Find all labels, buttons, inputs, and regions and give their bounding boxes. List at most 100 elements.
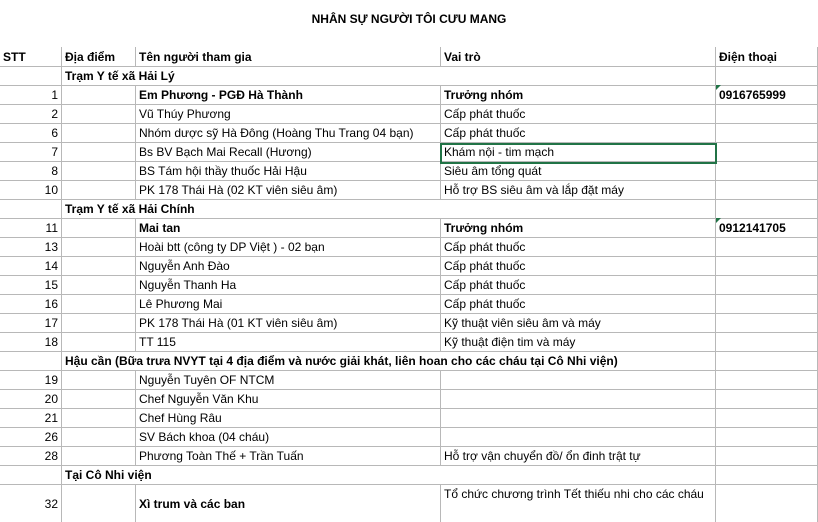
row-number-cell[interactable]: 13 xyxy=(0,238,62,257)
role-cell[interactable]: Cấp phát thuốc xyxy=(441,238,716,257)
row-number-cell[interactable]: 2 xyxy=(0,105,62,124)
comment-indicator xyxy=(716,218,721,223)
cell[interactable] xyxy=(62,447,136,466)
cell[interactable] xyxy=(716,447,818,466)
row-number-cell[interactable]: 15 xyxy=(0,276,62,295)
name-cell[interactable]: Hoài btt (công ty DP Việt ) - 02 bạn xyxy=(136,238,441,257)
name-cell[interactable]: Vũ Thúy Phương xyxy=(136,105,441,124)
cell[interactable] xyxy=(62,314,136,333)
cell[interactable] xyxy=(62,257,136,276)
cell[interactable] xyxy=(716,105,818,124)
cell[interactable] xyxy=(62,409,136,428)
role-cell[interactable]: Cấp phát thuốc xyxy=(441,105,716,124)
row-number-cell[interactable]: 11 xyxy=(0,219,62,238)
cell[interactable] xyxy=(441,409,716,428)
name-cell[interactable]: Nhóm dược sỹ Hà Đông (Hoàng Thu Trang 04… xyxy=(136,124,441,143)
cell[interactable] xyxy=(62,219,136,238)
name-cell[interactable]: SV Bách khoa (04 cháu) xyxy=(136,428,441,447)
role-cell[interactable]: Siêu âm tổng quát xyxy=(441,162,716,181)
row-number-cell[interactable]: 14 xyxy=(0,257,62,276)
cell[interactable] xyxy=(62,371,136,390)
name-cell[interactable]: Nguyễn Tuyên OF NTCM xyxy=(136,371,441,390)
role-cell[interactable]: Cấp phát thuốc xyxy=(441,295,716,314)
cell[interactable] xyxy=(716,276,818,295)
cell[interactable] xyxy=(62,238,136,257)
cell[interactable] xyxy=(62,428,136,447)
cell[interactable] xyxy=(716,409,818,428)
name-cell[interactable]: Chef Hùng Râu xyxy=(136,409,441,428)
name-cell[interactable]: Mai tan xyxy=(136,219,441,238)
cell[interactable] xyxy=(716,314,818,333)
role-cell[interactable]: Trưởng nhóm xyxy=(441,219,716,238)
role-cell[interactable]: Trưởng nhóm xyxy=(441,86,716,105)
name-cell[interactable]: Phương Toàn Thế + Trần Tuấn xyxy=(136,447,441,466)
cell[interactable] xyxy=(716,333,818,352)
role-cell[interactable]: Cấp phát thuốc xyxy=(441,257,716,276)
role-cell[interactable]: Hỗ trợ BS siêu âm và lắp đặt máy xyxy=(441,181,716,200)
phone-cell[interactable]: 0912141705 xyxy=(716,219,818,238)
cell[interactable] xyxy=(62,485,136,522)
row-number-cell[interactable]: 21 xyxy=(0,409,62,428)
row-number-cell[interactable]: 19 xyxy=(0,371,62,390)
name-cell[interactable]: TT 115 xyxy=(136,333,441,352)
role-cell[interactable]: Hỗ trợ vận chuyển đồ/ ổn đinh trật tự xyxy=(441,447,716,466)
cell[interactable] xyxy=(62,105,136,124)
cell[interactable] xyxy=(62,124,136,143)
cell[interactable] xyxy=(716,485,818,522)
role-cell[interactable]: Kỹ thuật điện tim và máy xyxy=(441,333,716,352)
cell[interactable] xyxy=(716,238,818,257)
row-number-cell[interactable]: 7 xyxy=(0,143,62,162)
name-cell[interactable]: PK 178 Thái Hà (02 KT viên siêu âm) xyxy=(136,181,441,200)
name-cell[interactable]: Em Phương - PGĐ Hà Thành xyxy=(136,86,441,105)
cell[interactable] xyxy=(716,371,818,390)
row-number-cell[interactable]: 6 xyxy=(0,124,62,143)
name-cell[interactable]: Lê Phương Mai xyxy=(136,295,441,314)
cell[interactable] xyxy=(716,428,818,447)
name-cell[interactable]: Nguyễn Anh Đào xyxy=(136,257,441,276)
cell[interactable] xyxy=(62,333,136,352)
name-cell[interactable]: Bs BV Bạch Mai Recall (Hương) xyxy=(136,143,441,162)
cell[interactable] xyxy=(62,162,136,181)
cell[interactable] xyxy=(716,295,818,314)
row-number-cell[interactable]: 8 xyxy=(0,162,62,181)
row-number-cell[interactable]: 10 xyxy=(0,181,62,200)
cell[interactable] xyxy=(716,181,818,200)
column-header: Vai trò xyxy=(441,47,716,67)
cell[interactable] xyxy=(716,162,818,181)
cell[interactable] xyxy=(441,371,716,390)
name-cell[interactable]: PK 178 Thái Hà (01 KT viên siêu âm) xyxy=(136,314,441,333)
cell[interactable] xyxy=(716,257,818,276)
name-cell[interactable]: Xì trum và các ban xyxy=(136,485,441,522)
phone-cell[interactable]: 0916765999 xyxy=(716,86,818,105)
row-number-cell[interactable]: 1 xyxy=(0,86,62,105)
cell[interactable] xyxy=(62,295,136,314)
row-number-cell[interactable]: 32 xyxy=(0,485,62,522)
role-cell[interactable]: Cấp phát thuốc xyxy=(441,124,716,143)
cell[interactable] xyxy=(441,428,716,447)
cell[interactable] xyxy=(716,124,818,143)
name-cell[interactable]: Nguyễn Thanh Ha xyxy=(136,276,441,295)
cell[interactable] xyxy=(716,143,818,162)
cell[interactable] xyxy=(716,390,818,409)
cell[interactable] xyxy=(62,181,136,200)
row-number-cell[interactable]: 16 xyxy=(0,295,62,314)
role-cell[interactable]: Cấp phát thuốc xyxy=(441,276,716,295)
row-number-cell[interactable]: 17 xyxy=(0,314,62,333)
cell[interactable] xyxy=(62,86,136,105)
name-cell[interactable]: BS Tám hội thầy thuốc Hải Hậu xyxy=(136,162,441,181)
cell[interactable] xyxy=(62,390,136,409)
group-label: Trạm Y tế xã Hải Lý xyxy=(62,67,716,86)
cell xyxy=(716,200,818,219)
name-cell[interactable]: Chef Nguyễn Văn Khu xyxy=(136,390,441,409)
row-number-cell[interactable]: 18 xyxy=(0,333,62,352)
row-number-cell[interactable]: 28 xyxy=(0,447,62,466)
row-number-cell[interactable]: 20 xyxy=(0,390,62,409)
cell[interactable] xyxy=(62,143,136,162)
role-cell[interactable]: Tổ chức chương trình Tết thiếu nhi cho c… xyxy=(441,485,716,522)
group-label: Tại Cô Nhi viện xyxy=(62,466,716,485)
cell[interactable] xyxy=(441,390,716,409)
role-cell[interactable]: Kỹ thuật viên siêu âm và máy xyxy=(441,314,716,333)
row-number-cell[interactable]: 26 xyxy=(0,428,62,447)
cell[interactable] xyxy=(62,276,136,295)
